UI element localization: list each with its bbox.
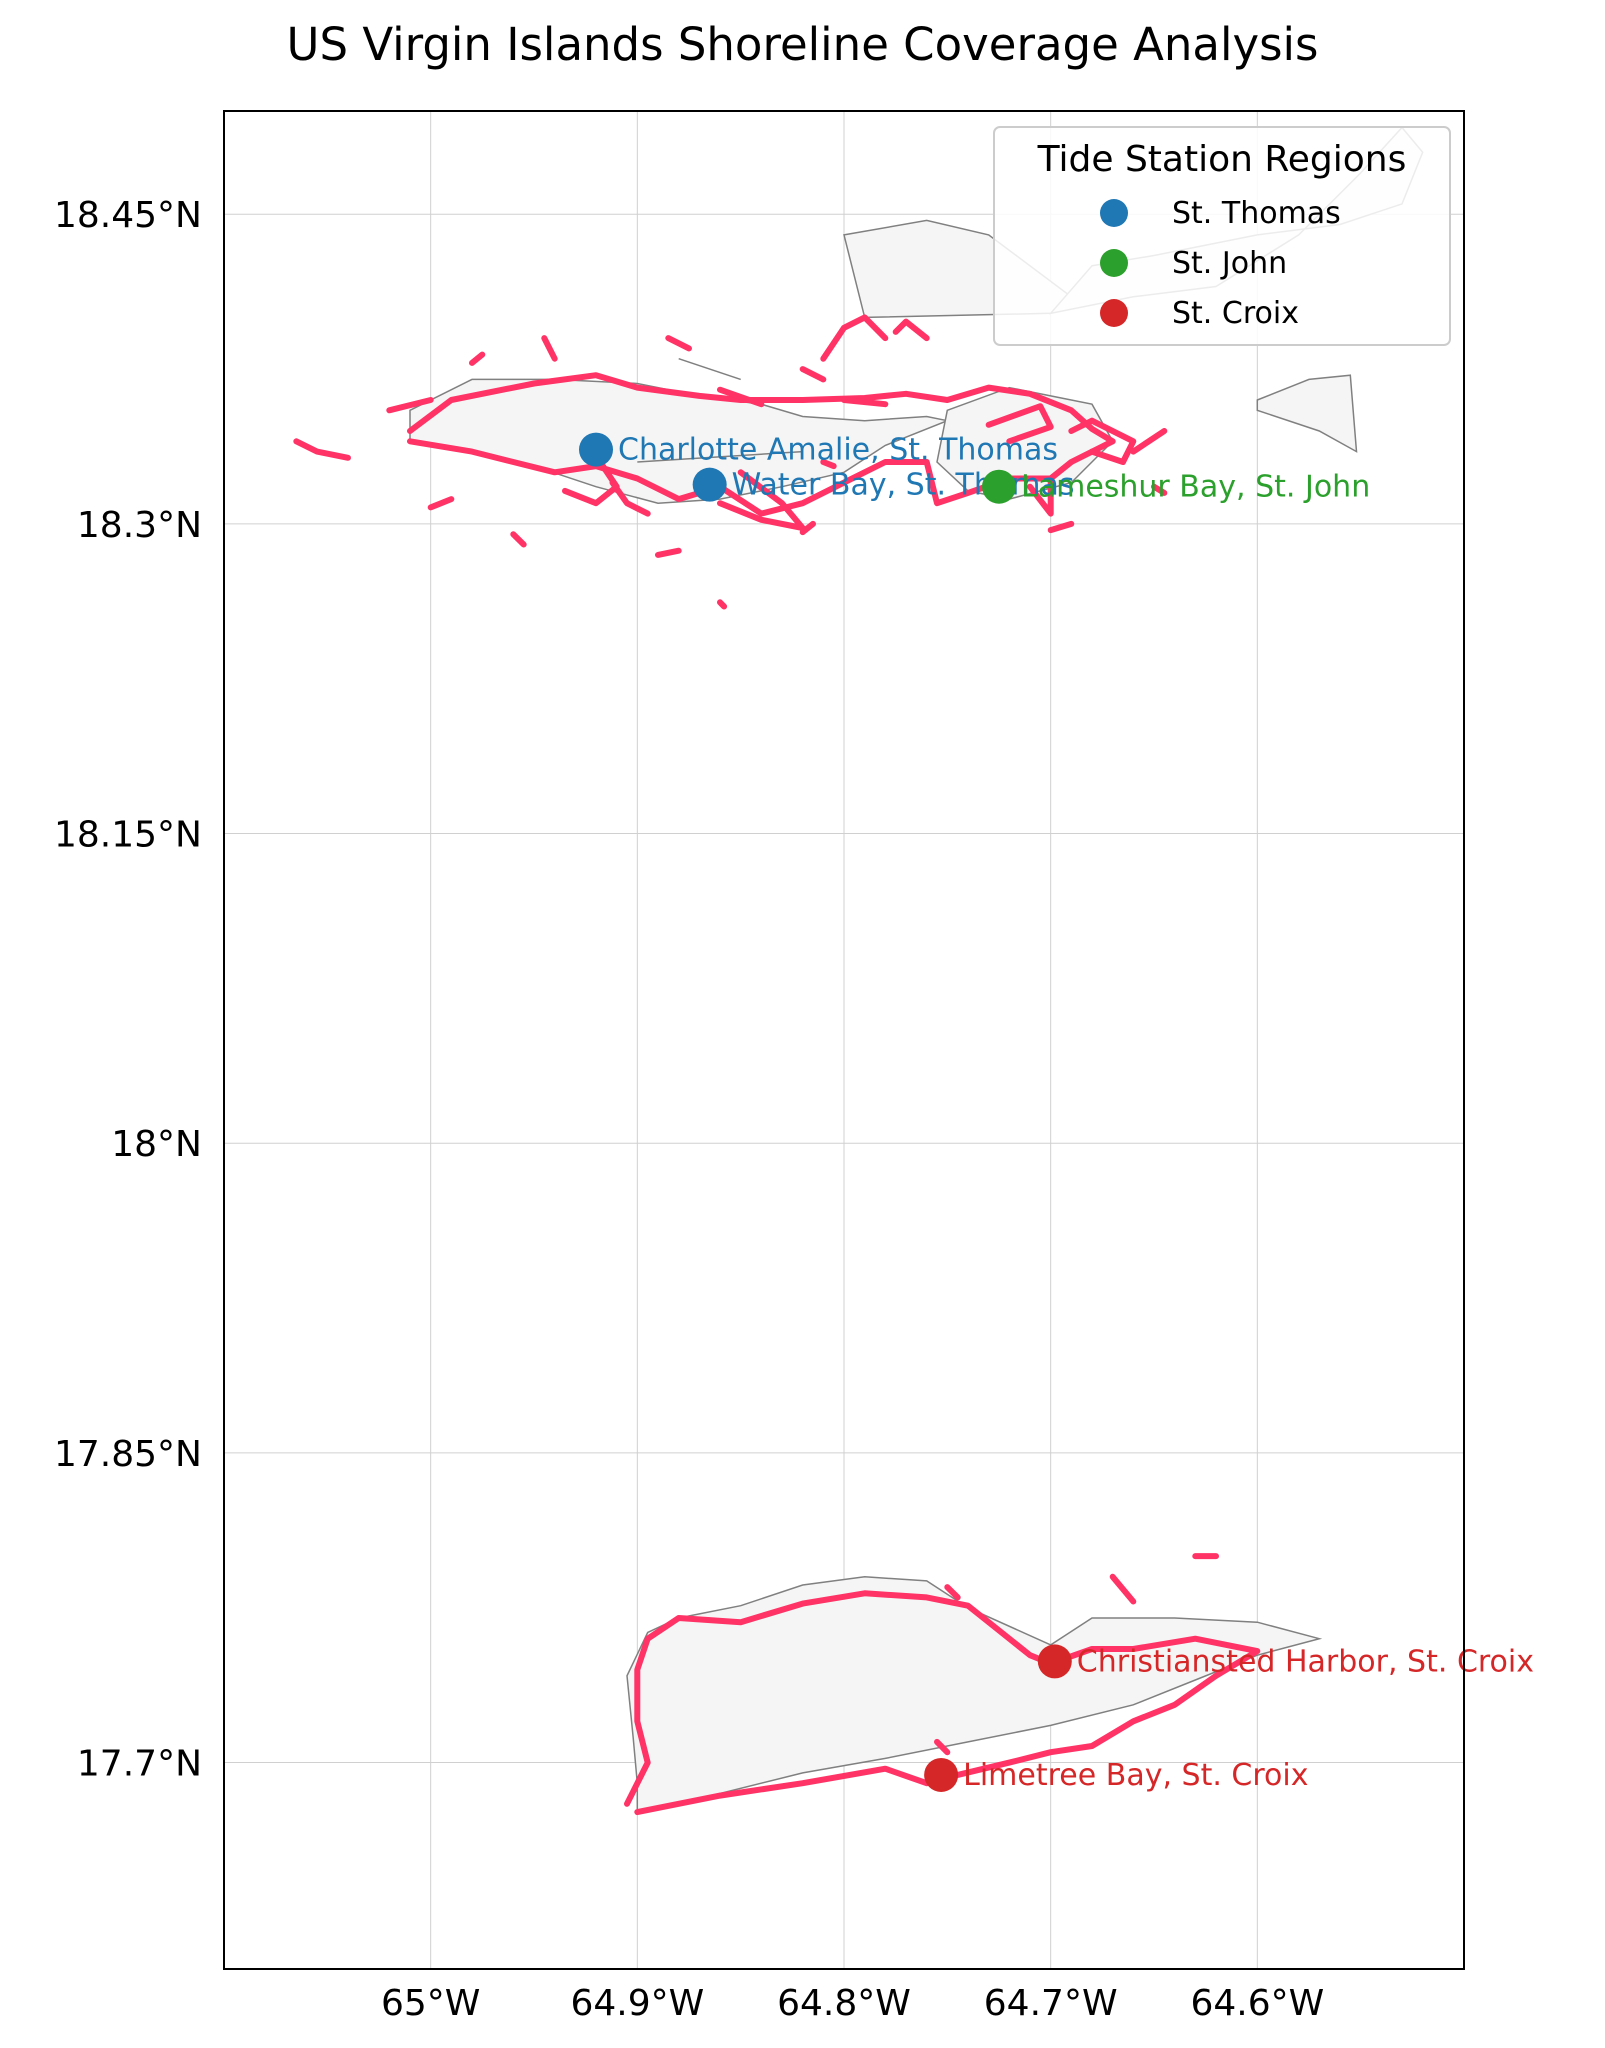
- shoreline-segment: [717, 599, 728, 610]
- shoreline-segment: [665, 335, 692, 352]
- station-label: Lameshur Bay, St. John: [1021, 470, 1370, 505]
- shoreline-layer: [293, 314, 1261, 1816]
- shoreline-segment: [386, 397, 434, 414]
- legend-marker: [1100, 299, 1128, 327]
- station-marker: [924, 1757, 959, 1792]
- station-marker: [692, 467, 727, 502]
- station-label: Christiansted Harbor, St. Croix: [1077, 1644, 1534, 1679]
- shoreline-segment: [892, 318, 930, 342]
- shoreline-segment: [799, 366, 827, 383]
- shoreline-segment: [934, 1738, 951, 1756]
- shoreline-segment: [944, 1584, 961, 1601]
- legend-title: Tide Station Regions: [1037, 139, 1407, 180]
- shoreline-segment: [541, 335, 558, 362]
- legend-entry-label: St. John: [1172, 246, 1287, 281]
- shoreline-segment: [717, 386, 765, 408]
- shoreline-segment: [562, 452, 620, 507]
- shoreline-segment: [841, 397, 889, 408]
- shoreline-segment: [1109, 1573, 1137, 1605]
- shoreline-segment: [655, 547, 682, 558]
- land-polygon: [626, 1576, 1323, 1814]
- y-tick-label: 18.45°N: [54, 195, 202, 236]
- legend-marker: [1100, 249, 1128, 277]
- shoreline-segment: [1068, 417, 1137, 465]
- plot-frame: [223, 110, 1465, 1970]
- shoreline-segment: [407, 372, 1116, 517]
- shoreline-segment: [427, 496, 455, 511]
- legend-entry-label: St. Croix: [1172, 296, 1299, 331]
- shoreline-segment: [717, 469, 806, 531]
- land-polygon: [678, 357, 741, 381]
- y-tick-label: 17.7°N: [77, 1744, 202, 1785]
- station-label: Water Bay, St. Thomas: [732, 468, 1075, 503]
- shoreline-segment: [1027, 479, 1054, 517]
- shoreline-segment: [1130, 428, 1168, 455]
- y-tick-label: 18.3°N: [77, 505, 202, 546]
- legend-entry-label: St. Thomas: [1172, 196, 1341, 231]
- y-tick-label: 18.15°N: [54, 815, 202, 856]
- axis-labels: 65°W 64.9°W 64.8°W 64.7°W 64.6°W 18.45°N 18.3°…: [54, 195, 1324, 2024]
- shoreline-segment: [469, 351, 486, 366]
- station-marker: [1037, 1644, 1072, 1679]
- shoreline-segment: [820, 459, 837, 470]
- legend-box: [993, 126, 1451, 346]
- x-tick-label: 64.7°W: [984, 1983, 1118, 2024]
- land-polygon: [936, 386, 1114, 500]
- shoreline-segment: [293, 438, 351, 461]
- station-label: Charlotte Amalie, St. Thomas: [618, 433, 1058, 468]
- x-tick-label: 64.9°W: [570, 1983, 704, 2024]
- y-tick-label: 17.85°N: [54, 1434, 202, 1475]
- x-tick-label: 65°W: [381, 1983, 480, 2024]
- shoreline-segment: [510, 531, 527, 548]
- station-marker: [982, 469, 1016, 504]
- station-label: Limetree Bay, St. Croix: [963, 1758, 1308, 1793]
- land-polygon: [637, 450, 803, 463]
- y-tick-label: 18°N: [111, 1124, 202, 1165]
- shoreline-segment: [985, 403, 1054, 445]
- x-tick-label: 64.8°W: [777, 1983, 911, 2024]
- legend: Tide Station Regions St. Thomas St. John St…: [993, 126, 1451, 346]
- map-title: US Virgin Islands Shoreline Coverage Ana…: [286, 18, 1319, 71]
- legend-marker: [1100, 199, 1128, 227]
- shoreline-segment: [820, 314, 889, 362]
- shoreline-segment: [1151, 483, 1168, 496]
- station-marker: [579, 432, 613, 467]
- shoreline-segment: [1047, 520, 1075, 534]
- shoreline-segment: [799, 520, 816, 536]
- land-polygon: [1256, 374, 1358, 453]
- shoreline-segment: [609, 479, 651, 517]
- x-tick-label: 64.6°W: [1190, 1983, 1324, 2024]
